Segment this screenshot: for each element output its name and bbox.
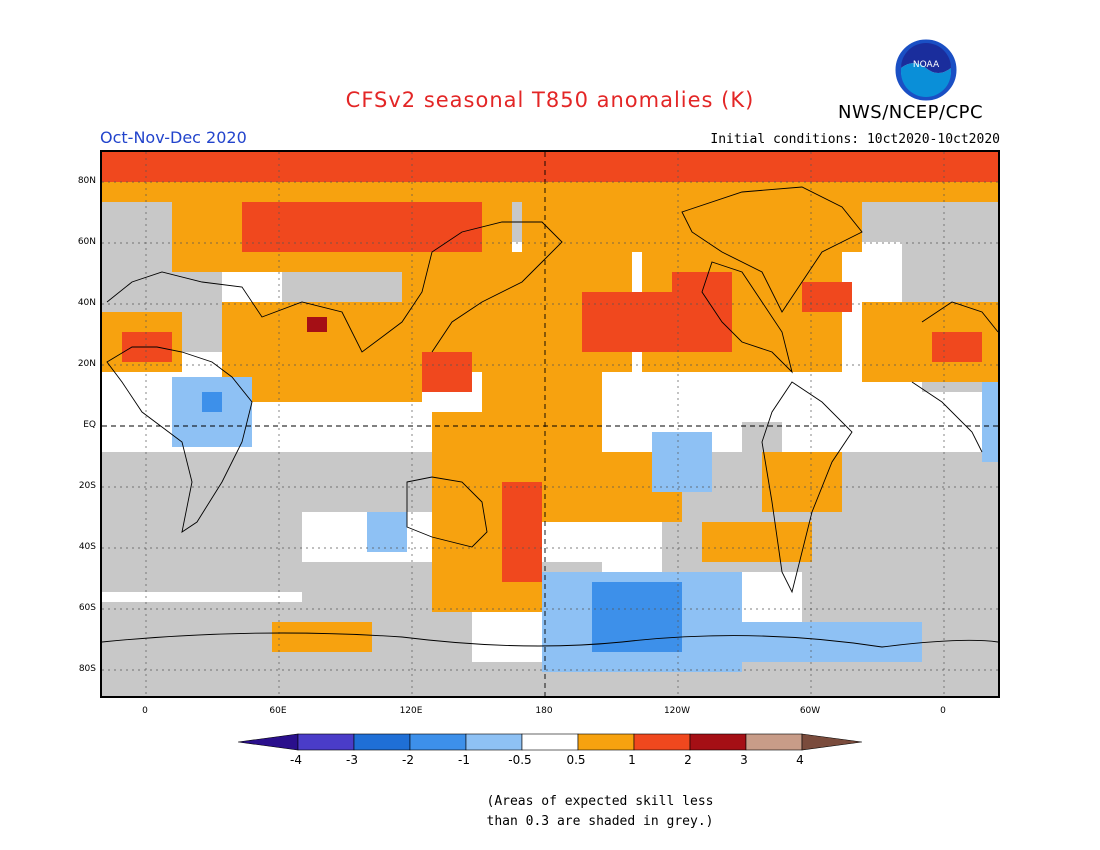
lat-label-40s: 40S bbox=[78, 542, 96, 552]
colorbar-tick-2: 2 bbox=[684, 753, 692, 767]
colorbar-box bbox=[409, 733, 467, 751]
warm-anomaly-darkred bbox=[307, 317, 327, 332]
lon-label-60e: 60E bbox=[269, 706, 287, 716]
initial-conditions-label: Initial conditions: 10ct2020-10ct2020 bbox=[710, 132, 1000, 147]
lat-label-60s: 60S bbox=[78, 603, 96, 613]
colorbar-box bbox=[689, 733, 747, 751]
colorbar-arrow-high bbox=[801, 733, 862, 751]
colorbar-tick-4: 4 bbox=[796, 753, 804, 767]
lon-label-180: 180 bbox=[535, 706, 553, 716]
colorbar-tick-neg2: -2 bbox=[402, 753, 414, 767]
agency-label: NWS/NCEP/CPC bbox=[838, 102, 984, 123]
colorbar-box bbox=[521, 733, 579, 751]
lat-label-60n: 60N bbox=[77, 237, 96, 247]
lon-label-120e: 120E bbox=[399, 706, 423, 716]
colorbar-box bbox=[745, 733, 803, 751]
noaa-logo-text: NOAA bbox=[913, 60, 940, 70]
map-panel bbox=[100, 150, 1000, 698]
lat-label-40n: 40N bbox=[77, 298, 96, 308]
skill-note-line1: (Areas of expected skill less bbox=[486, 794, 714, 809]
colorbar-box bbox=[353, 733, 411, 751]
lon-label-0-right: 0 bbox=[940, 706, 946, 716]
colorbar-tick-05: 0.5 bbox=[566, 753, 586, 767]
lon-label-120w: 120W bbox=[663, 706, 691, 716]
coastlines bbox=[102, 186, 998, 648]
colorbar-tick-neg05: -0.5 bbox=[508, 753, 532, 767]
map-title: CFSv2 seasonal T850 anomalies (K) bbox=[345, 88, 755, 112]
lat-label-80n: 80N bbox=[77, 176, 96, 186]
lon-label-0: 0 bbox=[142, 706, 148, 716]
colorbar-tick-neg3: -3 bbox=[346, 753, 358, 767]
graticule bbox=[102, 152, 998, 696]
colorbar-box bbox=[577, 733, 635, 751]
lat-label-eq: EQ bbox=[83, 420, 96, 430]
lat-label-20s: 20S bbox=[78, 481, 96, 491]
colorbar-tick-1: 1 bbox=[628, 753, 636, 767]
colorbar-tick-3: 3 bbox=[740, 753, 748, 767]
noaa-logo: NOAA bbox=[894, 38, 958, 102]
anomaly-map bbox=[102, 152, 998, 696]
colorbar-box bbox=[633, 733, 691, 751]
season-label: Oct-Nov-Dec 2020 bbox=[100, 128, 247, 147]
colorbar-box bbox=[465, 733, 523, 751]
colorbar-tick-neg4: -4 bbox=[290, 753, 302, 767]
colorbar bbox=[238, 733, 862, 751]
colorbar-tick-neg1: -1 bbox=[458, 753, 470, 767]
warm-anomaly-red bbox=[102, 152, 998, 582]
lat-label-20n: 20N bbox=[77, 359, 96, 369]
colorbar-box bbox=[297, 733, 355, 751]
equator-dateline bbox=[102, 152, 998, 696]
lon-label-60w: 60W bbox=[799, 706, 821, 716]
lat-label-80s: 80S bbox=[78, 664, 96, 674]
colorbar-arrow-low bbox=[238, 733, 299, 751]
skill-note-line2: than 0.3 are shaded in grey.) bbox=[486, 814, 714, 829]
skill-note: (Areas of expected skill less than 0.3 a… bbox=[470, 792, 730, 832]
